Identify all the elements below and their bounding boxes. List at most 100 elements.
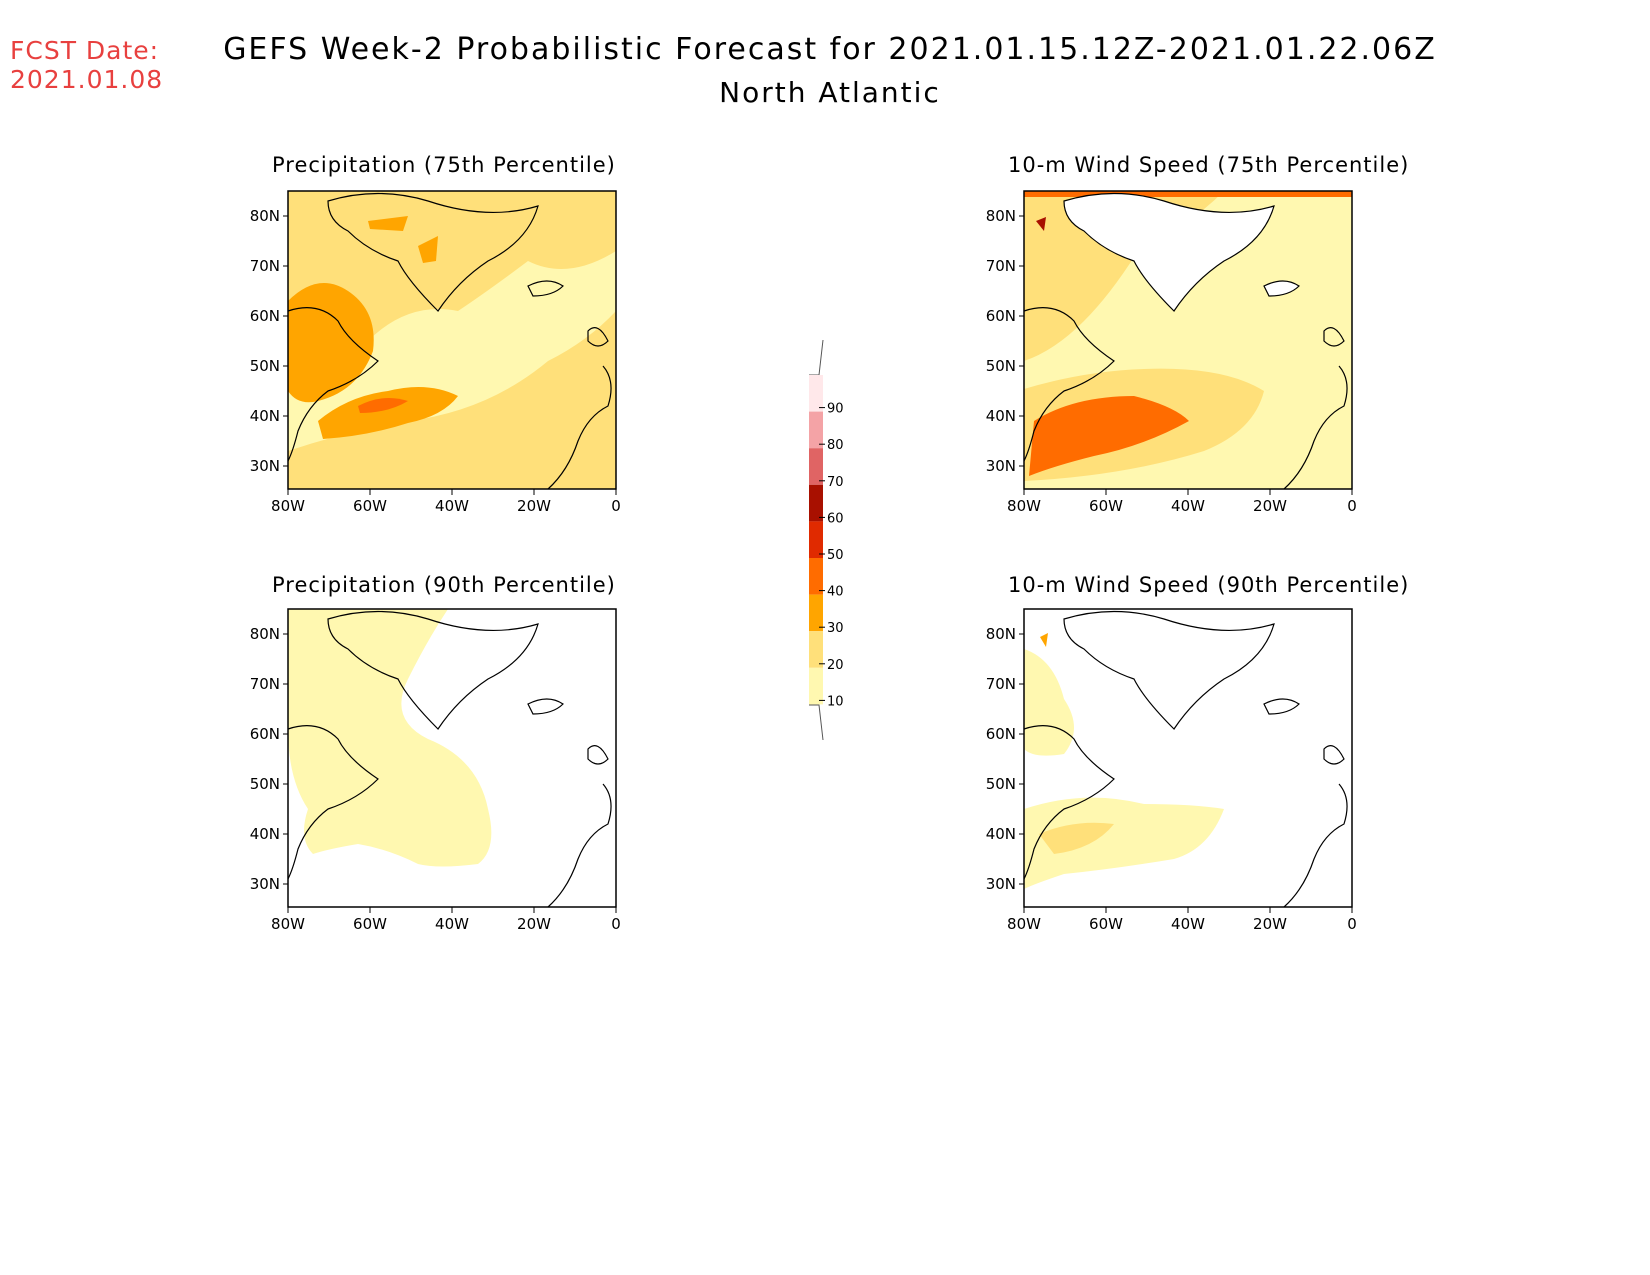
lat-tick-label: 30N [986, 875, 1016, 893]
iceland-coast [527, 698, 564, 715]
lat-tick-label: 80N [986, 207, 1016, 225]
lat-tick-label: 60N [250, 725, 280, 743]
lon-tick-label: 80W [271, 915, 305, 933]
lon-tick-label: 40W [1171, 497, 1205, 515]
lat-tick-label: 30N [250, 457, 280, 475]
lon-tick-label: 80W [271, 497, 305, 515]
greenland-coast [327, 610, 539, 730]
colorbar-top-cap [809, 339, 824, 376]
greenland-coast [1063, 192, 1275, 312]
field-40 [1029, 396, 1189, 476]
iceland-coast [1263, 698, 1300, 715]
panel-title-wind90: 10-m Wind Speed (90th Percentile) [1008, 573, 1410, 597]
lat-tick-label: 50N [986, 357, 1016, 375]
field-10b [1024, 649, 1074, 756]
colorbar-label: 30 [827, 621, 844, 636]
lon-tick-label: 60W [1089, 497, 1123, 515]
map-wind75: 80N 70N 60N 50N 40N 30N 80W 60W 40W 20W 0 [986, 190, 1357, 515]
field-30b [318, 387, 458, 439]
colorbar-label: 50 [827, 548, 844, 563]
lon-tick-label: 0 [1347, 915, 1357, 933]
europe-coast [547, 327, 612, 490]
iceland-coast [527, 280, 564, 297]
lat-tick-label: 70N [986, 675, 1016, 693]
lon-tick-label: 60W [353, 915, 387, 933]
north-america-coast [287, 307, 379, 462]
fcst-date-value: 2021.01.08 [10, 65, 164, 94]
field-20 [1024, 191, 1224, 361]
region-subtitle: North Atlantic [719, 76, 941, 109]
lat-tick-label: 50N [250, 775, 280, 793]
colorbar-label: 60 [827, 511, 844, 526]
field-20b [288, 311, 616, 489]
field-10 [288, 609, 492, 867]
greenland-coast [1063, 610, 1275, 730]
europe-coast [1283, 327, 1348, 490]
fcst-date: FCST Date: 2021.01.08 [10, 36, 163, 94]
north-america-coast [1023, 307, 1115, 462]
lon-tick-label: 80W [1007, 497, 1041, 515]
lat-tick-label: 40N [986, 407, 1016, 425]
field-40 [358, 397, 408, 413]
lat-tick-label: 40N [250, 825, 280, 843]
colorbar: 90 80 70 60 50 40 30 20 10 [809, 339, 844, 741]
lon-tick-label: 20W [1253, 497, 1287, 515]
lat-tick-label: 80N [250, 207, 280, 225]
lat-tick-label: 40N [986, 825, 1016, 843]
lat-tick-label: 70N [250, 257, 280, 275]
europe-coast [1283, 745, 1348, 908]
lon-tick-label: 40W [435, 915, 469, 933]
map-precip75: 80N 70N 60N 50N 40N 30N 80W 60W 40W 20W 0 [250, 190, 621, 515]
lon-tick-label: 40W [1171, 915, 1205, 933]
lon-tick-label: 20W [517, 497, 551, 515]
lat-tick-label: 60N [986, 725, 1016, 743]
panel-title-precip90: Precipitation (90th Percentile) [272, 573, 616, 597]
lat-tick-label: 50N [250, 357, 280, 375]
colorbar-swatch [809, 375, 823, 412]
field-20 [1039, 822, 1114, 854]
colorbar-swatch [809, 484, 823, 522]
panel-title-wind75: 10-m Wind Speed (75th Percentile) [1008, 153, 1410, 177]
lat-tick-label: 60N [250, 307, 280, 325]
colorbar-swatch [809, 558, 823, 595]
lon-tick-label: 20W [1253, 915, 1287, 933]
lat-tick-label: 40N [250, 407, 280, 425]
lon-tick-label: 20W [517, 915, 551, 933]
colorbar-swatch [809, 521, 823, 558]
lat-tick-label: 30N [250, 875, 280, 893]
colorbar-swatch [809, 594, 823, 632]
colorbar-label: 80 [827, 438, 844, 453]
lon-tick-label: 80W [1007, 915, 1041, 933]
colorbar-swatch [809, 411, 823, 449]
field-30a [288, 283, 374, 403]
lat-tick-label: 70N [250, 675, 280, 693]
colorbar-swatch [809, 448, 823, 485]
lat-tick-label: 80N [250, 625, 280, 643]
map-precip90: 80N 70N 60N 50N 40N 30N 80W 60W 40W 20W 0 [250, 608, 621, 933]
north-america-coast [287, 725, 379, 880]
colorbar-bottom-cap [809, 704, 824, 741]
lat-tick-label: 30N [986, 457, 1016, 475]
colorbar-label: 40 [827, 585, 844, 600]
panel-title-precip75: Precipitation (75th Percentile) [272, 153, 616, 177]
field-40b [1024, 191, 1352, 197]
north-america-coast [1023, 725, 1115, 880]
lon-tick-label: 60W [1089, 915, 1123, 933]
colorbar-label: 70 [827, 475, 844, 490]
field-60 [1036, 217, 1046, 231]
fcst-date-label: FCST Date: [10, 36, 160, 65]
field-10 [1024, 797, 1224, 889]
lat-tick-label: 50N [986, 775, 1016, 793]
chart-title: GEFS Week-2 Probabilistic Forecast for 2… [223, 32, 1437, 67]
lat-tick-label: 70N [986, 257, 1016, 275]
lon-tick-label: 40W [435, 497, 469, 515]
iceland-coast [1263, 280, 1300, 297]
lat-tick-label: 80N [986, 625, 1016, 643]
map-wind90: 80N 70N 60N 50N 40N 30N 80W 60W 40W 20W 0 [986, 608, 1357, 933]
field-20 [288, 191, 616, 391]
colorbar-label: 20 [827, 658, 844, 673]
lon-tick-label: 0 [611, 915, 621, 933]
europe-coast [547, 745, 612, 908]
greenland-coast [327, 192, 539, 312]
lon-tick-label: 0 [611, 497, 621, 515]
